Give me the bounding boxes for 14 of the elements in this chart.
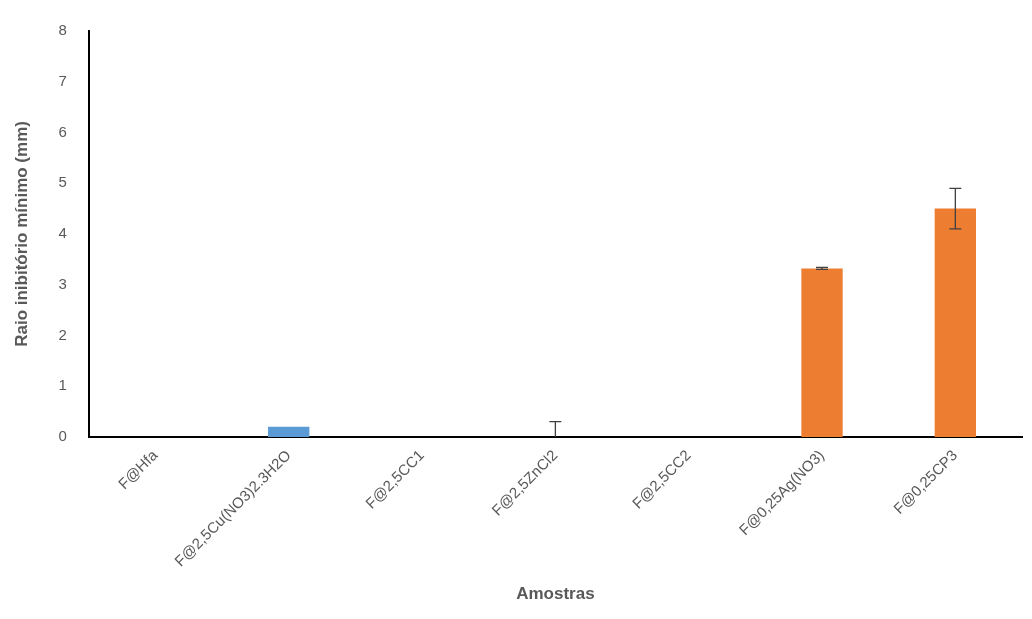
y-tick-label: 7 [58,71,67,89]
y-tick-label: 6 [58,122,67,140]
bar [801,268,843,437]
bar [268,426,310,437]
y-tick-label: 8 [58,21,67,39]
y-axis-title: Raio inibitório mínimo (mm) [11,121,31,347]
x-axis-title: Amostras [516,584,595,604]
y-tick-label: 1 [58,376,67,394]
y-tick-label: 4 [58,224,67,242]
y-tick-label: 0 [58,427,67,445]
bar [934,208,976,437]
y-tick-label: 3 [58,274,67,292]
y-tick-label: 5 [58,173,67,191]
y-tick-label: 2 [58,325,67,343]
